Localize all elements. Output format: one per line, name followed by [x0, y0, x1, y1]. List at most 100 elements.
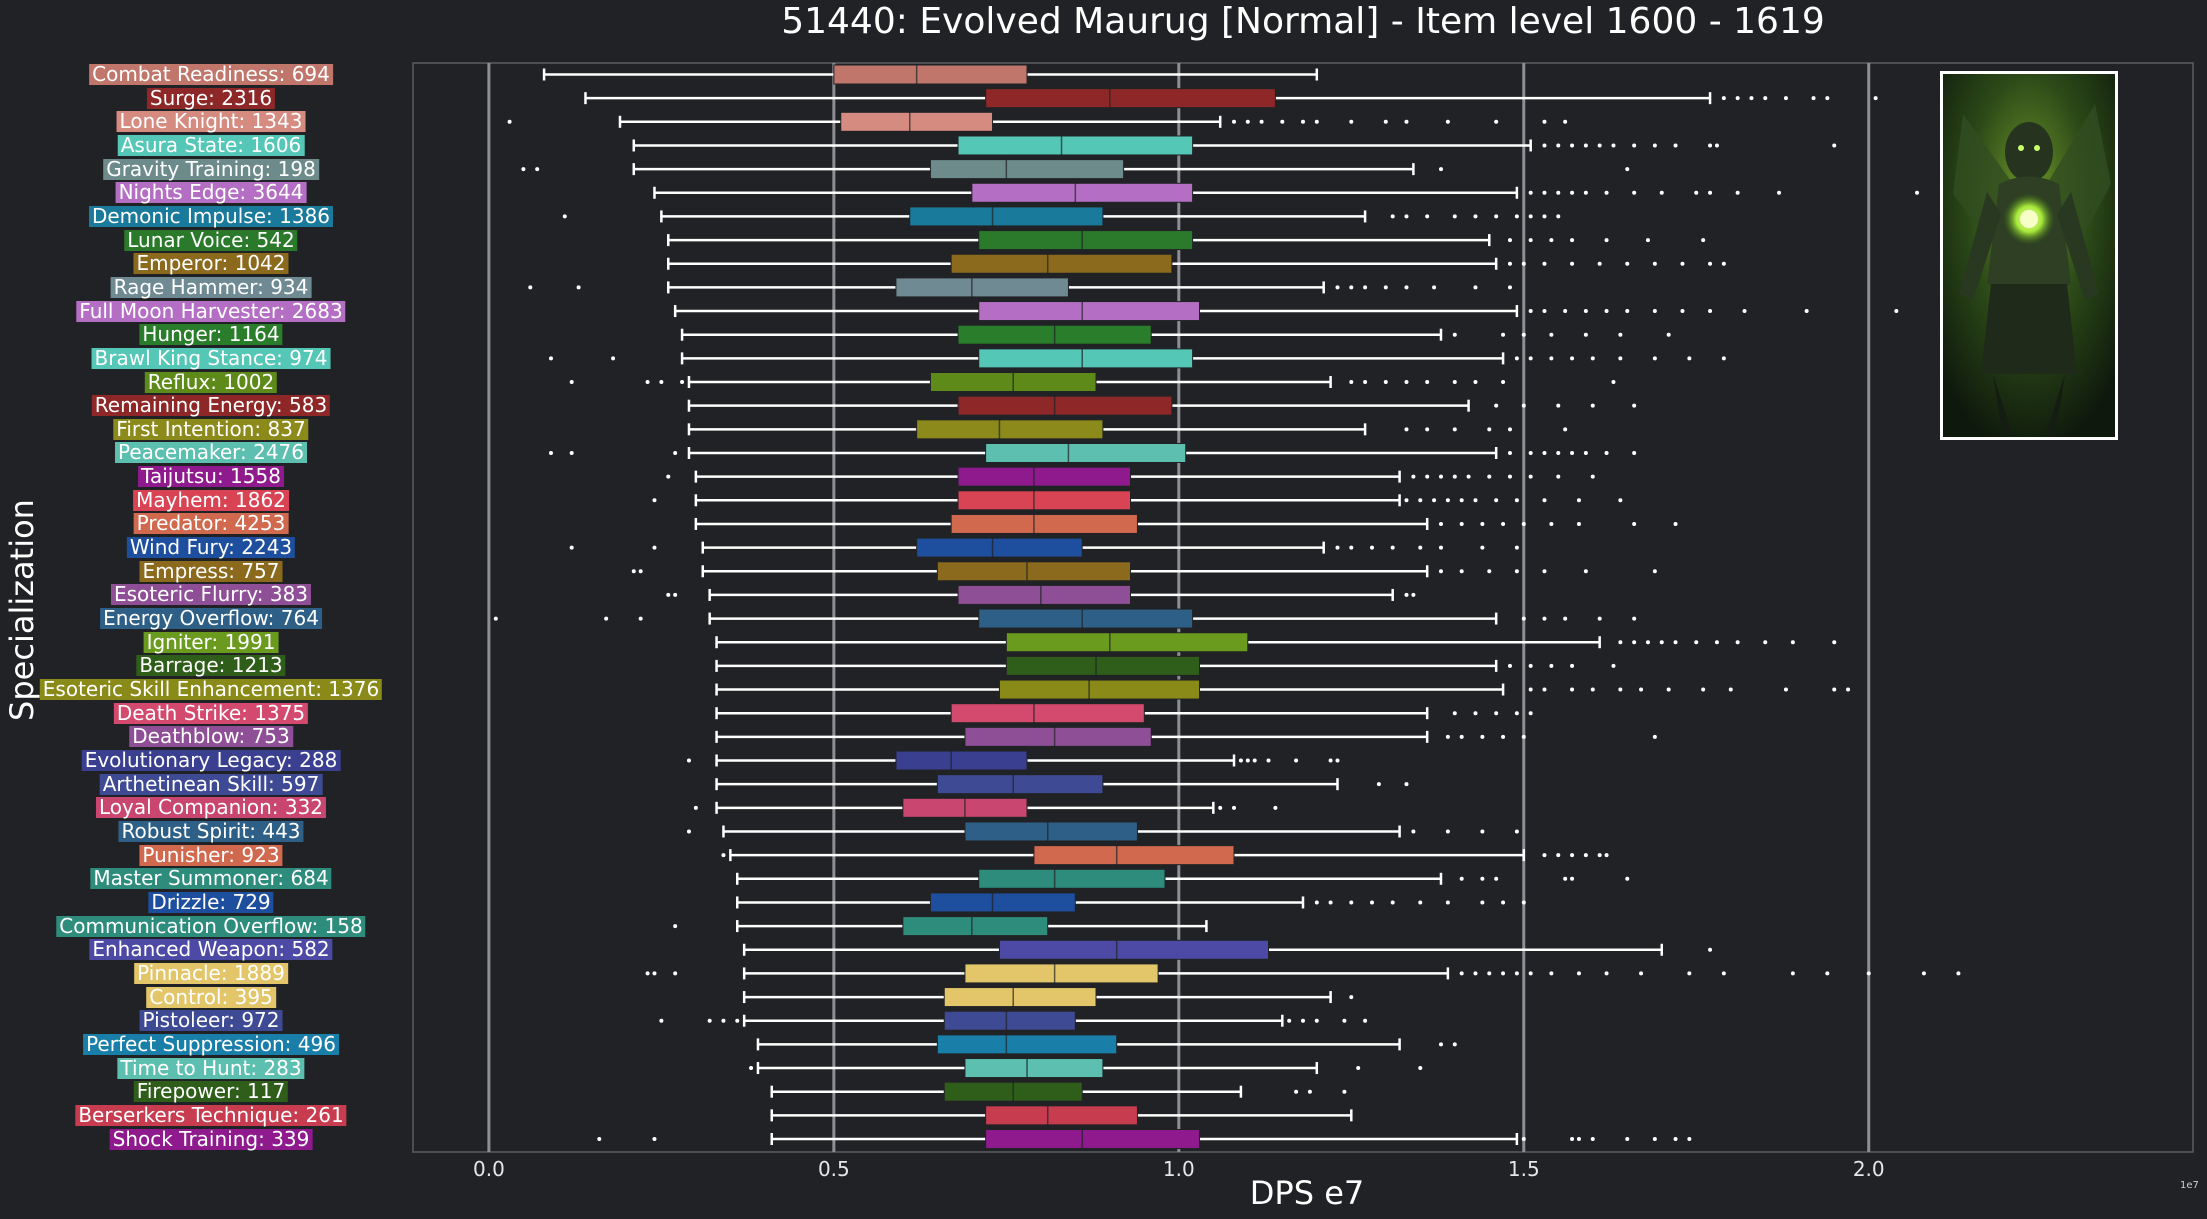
outlier-point: [1645, 238, 1650, 243]
outlier-point: [1528, 687, 1533, 692]
outlier-point: [1301, 1018, 1305, 1023]
outlier-point: [1514, 829, 1519, 834]
outlier-point: [1915, 190, 1920, 195]
outlier-point: [1666, 332, 1671, 337]
outlier-point: [604, 616, 609, 621]
outlier-point: [1570, 876, 1575, 881]
outlier-point: [1438, 569, 1443, 574]
spec-label: Predator: 4253: [133, 513, 289, 535]
outlier-point: [1583, 309, 1588, 314]
outlier-point: [1590, 1137, 1595, 1141]
iqr-box: [978, 608, 1194, 629]
x-axis-scale-note: 1e7: [2180, 1180, 2199, 1191]
box-row: [645, 963, 1961, 984]
box-row: [666, 466, 1595, 487]
outlier-point: [569, 380, 574, 385]
outlier-point: [1556, 190, 1561, 195]
outlier-point: [1528, 190, 1533, 195]
outlier-point: [1749, 96, 1754, 101]
outlier-point: [1383, 380, 1388, 385]
box-row: [687, 395, 1637, 416]
outlier-point: [1273, 805, 1278, 810]
outlier-point: [673, 924, 678, 929]
outlier-point: [652, 498, 657, 503]
outlier-point: [1735, 190, 1740, 195]
outlier-point: [1507, 261, 1512, 266]
x-tick-label: 0.5: [817, 1157, 850, 1181]
outlier-point: [1625, 167, 1630, 172]
outlier-point: [1556, 474, 1561, 479]
outlier-point: [1590, 474, 1595, 479]
outlier-point: [521, 167, 526, 172]
outlier-point: [1266, 758, 1271, 763]
spec-label: Surge: 2316: [146, 87, 276, 109]
outlier-point: [1487, 971, 1492, 976]
outlier-point: [1521, 261, 1526, 266]
outlier-point: [1687, 1137, 1692, 1141]
outlier-point: [1411, 474, 1416, 479]
outlier-point: [1570, 1137, 1575, 1141]
outlier-point: [1480, 829, 1485, 834]
outlier-point: [1763, 96, 1768, 101]
spec-label: Full Moon Harvester: 2683: [76, 300, 346, 322]
spec-label: Combat Readiness: 694: [89, 64, 333, 85]
box-row: [652, 490, 1623, 511]
outlier-point: [528, 285, 533, 290]
outlier-point: [569, 450, 574, 455]
iqr-box: [978, 301, 1201, 322]
outlier-point: [1694, 190, 1699, 195]
outlier-point: [1625, 1137, 1630, 1141]
outlier-point: [1480, 900, 1485, 905]
outlier-point: [1611, 143, 1616, 148]
box-row: [687, 419, 1568, 440]
outlier-point: [1583, 450, 1588, 455]
outlier-point: [1549, 332, 1554, 337]
outlier-point: [1418, 545, 1423, 550]
outlier-point: [1542, 261, 1547, 266]
x-tick-label: 1.5: [1507, 1157, 1540, 1181]
outlier-point: [1680, 261, 1685, 266]
outlier-point: [1218, 805, 1223, 810]
outlier-point: [1708, 261, 1713, 266]
outlier-point: [1445, 900, 1450, 905]
outlier-point: [1590, 403, 1595, 408]
spec-label: Drizzle: 729: [148, 891, 274, 913]
box-row: [736, 868, 1630, 889]
outlier-point: [1728, 687, 1733, 692]
outlier-point: [1542, 450, 1547, 455]
spec-label: Loyal Companion: 332: [95, 797, 327, 819]
box-row: [742, 939, 1713, 960]
outlier-point: [1314, 119, 1319, 124]
outlier-point: [1494, 711, 1499, 716]
outlier-point: [1542, 119, 1547, 124]
box-row: [569, 537, 1519, 558]
outlier-point: [1349, 900, 1354, 905]
box-row: [749, 1058, 1423, 1079]
outlier-point: [1404, 380, 1409, 385]
iqr-box: [998, 679, 1201, 700]
outlier-point: [1452, 380, 1457, 385]
outlier-point: [1438, 167, 1443, 172]
outlier-point: [1563, 119, 1568, 124]
outlier-point: [652, 1137, 657, 1141]
outlier-point: [1894, 309, 1899, 314]
outlier-point: [1570, 663, 1575, 668]
outlier-point: [1832, 640, 1837, 645]
outlier-point: [1549, 356, 1554, 361]
outlier-point: [1763, 640, 1768, 645]
outlier-point: [1735, 640, 1740, 645]
outlier-point: [1501, 521, 1506, 526]
box-row: [528, 277, 1512, 298]
outlier-point: [1563, 309, 1568, 314]
outlier-point: [1314, 900, 1319, 905]
outlier-point: [1452, 214, 1457, 219]
iqr-box: [971, 182, 1194, 203]
iqr-box: [985, 442, 1187, 463]
spec-label: Time to Hunt: 283: [117, 1057, 305, 1079]
outlier-point: [1777, 190, 1782, 195]
box-row: [736, 892, 1526, 913]
outlier-point: [1466, 474, 1471, 479]
outlier-point: [1583, 853, 1588, 858]
outlier-point: [1583, 143, 1588, 148]
